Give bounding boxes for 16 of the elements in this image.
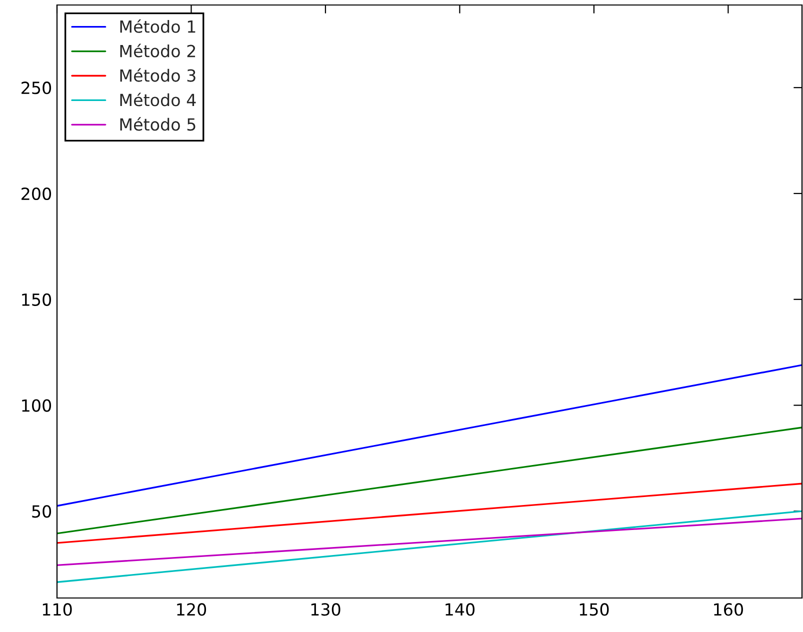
x-tick-label: 150 bbox=[580, 603, 609, 616]
legend-label: Método 3 bbox=[120, 68, 196, 82]
legend-label: Método 1 bbox=[120, 19, 196, 33]
x-tick-label: 140 bbox=[446, 603, 474, 616]
legend-label: Método 4 bbox=[120, 92, 196, 106]
y-tick-label: 50 bbox=[32, 505, 52, 518]
x-tick-label: 120 bbox=[177, 603, 206, 616]
x-tick-label: 110 bbox=[42, 603, 72, 616]
y-tick-label: 100 bbox=[22, 399, 52, 412]
legend-label: Método 5 bbox=[120, 117, 196, 131]
legend-label: Método 2 bbox=[120, 44, 196, 58]
y-tick-label: 200 bbox=[22, 187, 52, 200]
x-tick-label: 160 bbox=[714, 603, 743, 616]
y-tick-label: 150 bbox=[22, 293, 52, 306]
y-tick-label: 250 bbox=[22, 82, 52, 94]
x-tick-label: 130 bbox=[311, 603, 340, 616]
